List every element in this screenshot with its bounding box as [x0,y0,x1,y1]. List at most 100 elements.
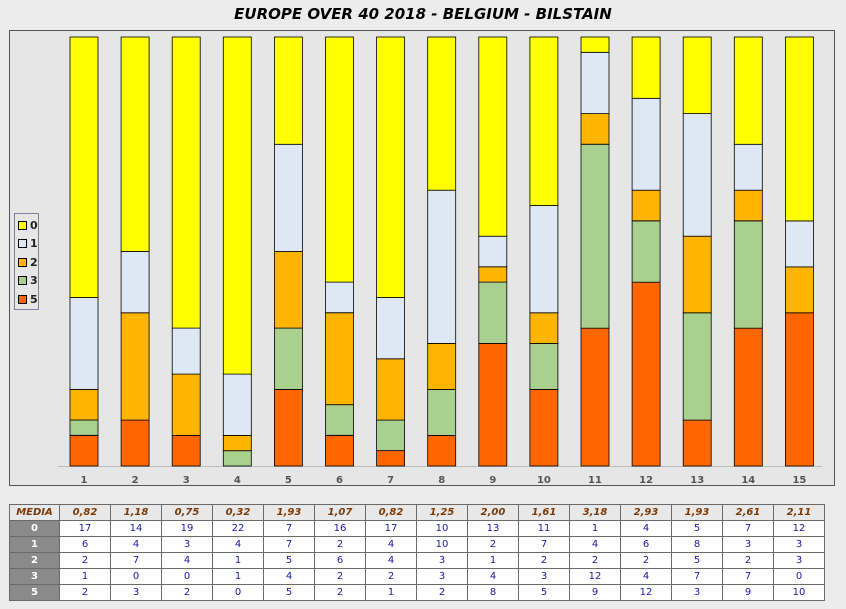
bar-segment-8-3 [427,388,457,436]
bar-segment-4-1 [222,373,252,436]
data-table: MEDIA 0,82 1,18 0,75 0,32 1,93 1,07 0,82 1,25 2,0… [9,504,825,601]
bar-segment-10-0 [529,36,559,206]
bar-segment-14-2 [733,189,763,222]
bar-segment-12-0 [631,36,661,99]
count-cell: 11 [518,520,570,537]
table-row-3: 3 1 0 0 1 4 2 2 3 4 3 12 4 7 7 0 [9,568,825,585]
bar-segment-4-3 [222,450,252,467]
bar-segment-13-2 [682,235,712,314]
bar-segment-9-1 [478,235,508,268]
table-row-5: 5 2 3 2 0 5 2 1 2 8 5 9 12 3 9 10 [9,584,825,601]
chart-title: EUROPE OVER 40 2018 - BELGIUM - BILSTAIN [234,5,612,23]
count-cell: 4 [212,536,264,553]
count-cell: 2 [467,536,519,553]
legend-swatch [18,276,27,285]
count-cell: 22 [212,520,264,537]
count-cell: 5 [671,520,723,537]
bar-segment-1-1 [69,297,99,390]
count-cell: 8 [467,584,519,601]
count-cell: 10 [416,536,468,553]
count-cell: 1 [569,520,621,537]
bar-segment-14-5 [733,327,763,467]
bar-segment-12-1 [631,97,661,191]
x-tick-label: 12 [639,475,653,485]
count-cell: 4 [620,520,672,537]
x-tick-label: 2 [132,475,139,485]
legend-swatch [18,239,27,248]
bar-segment-2-0 [120,36,150,252]
bar-segment-13-0 [682,36,712,114]
bar-segment-10-5 [529,388,559,467]
count-cell: 0 [110,568,162,585]
legend-swatch [18,220,27,230]
bar-segment-3-0 [171,36,201,329]
bar-segment-1-0 [69,36,99,298]
count-cell: 0 [773,568,825,585]
bar-segment-2-1 [120,251,150,314]
count-cell: 19 [161,520,213,537]
count-cell: 14 [110,520,162,537]
legend-label: 3 [30,274,38,287]
count-cell: 2 [314,568,366,585]
bar-segment-1-3 [69,419,99,436]
count-cell: 0 [212,584,264,601]
count-cell: 4 [620,568,672,585]
bar-segment-11-2 [580,113,610,145]
count-cell: 9 [569,584,621,601]
bar-segment-7-3 [376,419,406,452]
bar-segment-5-5 [273,388,303,467]
x-tick-label: 8 [438,475,445,485]
count-cell: 2 [314,536,366,553]
bar-segment-9-3 [478,281,508,344]
bar-segment-15-2 [785,266,814,314]
media-cell: 1,93 [671,504,723,521]
bar-segment-14-3 [733,220,763,329]
legend-swatch [18,257,27,267]
media-cell: 1,61 [518,504,570,521]
count-cell: 4 [467,568,519,585]
bar-segment-8-1 [427,189,457,344]
count-cell: 3 [161,536,213,553]
legend-label: 1 [30,237,38,250]
row-header: 0 [9,520,60,537]
count-cell: 10 [416,520,468,537]
legend-item-5: 5 [18,292,38,306]
bar-segment-14-1 [733,143,763,191]
count-cell: 2 [314,584,366,601]
bar-segment-12-3 [631,220,661,283]
x-tick-label: 15 [792,475,806,485]
bar-segment-11-3 [580,143,610,329]
row-header: MEDIA [9,504,60,521]
count-cell: 9 [722,584,774,601]
count-cell: 12 [620,584,672,601]
bar-segment-11-1 [580,51,610,114]
table-row-0: 0 17 14 19 22 7 16 17 10 13 11 1 4 5 7 12 [9,520,825,537]
count-cell: 2 [161,584,213,601]
legend-swatch [18,294,27,304]
count-cell: 8 [671,536,723,553]
count-cell: 4 [263,568,315,585]
count-cell: 7 [263,520,315,537]
media-cell: 1,93 [263,504,315,521]
count-cell: 3 [416,552,468,569]
bar-segment-9-5 [478,342,508,467]
x-tick-label: 9 [489,475,496,485]
bar-segment-14-0 [733,36,763,145]
bar-segment-13-1 [682,113,712,237]
bar-segment-12-2 [631,189,661,222]
bar-segment-5-3 [273,327,303,390]
bar-segment-15-1 [785,220,814,268]
x-tick-label: 6 [336,475,343,485]
row-header: 3 [9,568,60,585]
bar-segment-7-5 [376,450,406,467]
bar-segment-8-0 [427,36,457,191]
media-cell: 0,82 [365,504,417,521]
count-cell: 1 [365,584,417,601]
bar-segment-3-1 [171,327,201,375]
bar-segment-12-5 [631,281,661,467]
media-cell: 2,61 [722,504,774,521]
count-cell: 2 [365,568,417,585]
count-cell: 12 [773,520,825,537]
x-tick-label: 4 [234,475,241,485]
bar-segment-13-3 [682,312,712,421]
